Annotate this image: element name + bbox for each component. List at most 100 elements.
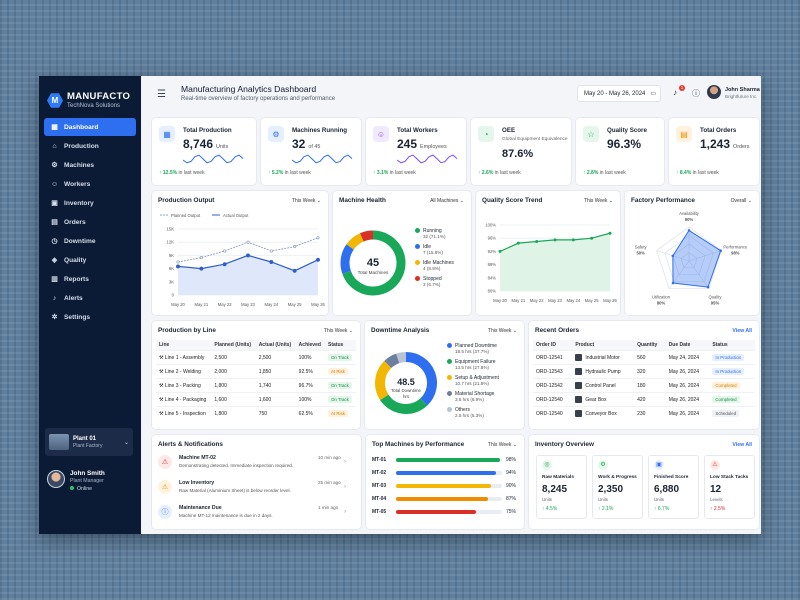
alert-item[interactable]: ⓘ Maintenance Due Machine MT-12 maintenanc… xyxy=(158,504,353,524)
machine-bar-row[interactable]: MT-03 90% xyxy=(372,482,527,492)
sidebar-item-dashboard[interactable]: ▦ Dashboard xyxy=(44,118,136,136)
table-row[interactable]: ORD-12540 Conveyor Box 230 May 26, 2024 Sche… xyxy=(533,406,755,421)
view-all-link[interactable]: View All xyxy=(732,442,752,448)
data-point[interactable] xyxy=(269,249,273,253)
filter-select[interactable]: Overall ⌄ xyxy=(730,198,752,204)
data-point[interactable] xyxy=(222,262,227,267)
machine-health-slice[interactable] xyxy=(360,230,374,242)
kpi-card[interactable]: ▦ Total Production 8,746 Units ↑ 12.5% in la… xyxy=(152,118,256,185)
inventory-tile[interactable]: ⚙ Work & Progress 2,350 Units ↑ 2.1% xyxy=(592,455,643,519)
data-point[interactable] xyxy=(687,229,691,232)
filter-select[interactable]: This Week ⌄ xyxy=(487,328,517,334)
sidebar-item-production[interactable]: ⌂ Production xyxy=(44,137,136,155)
data-point[interactable] xyxy=(498,249,502,253)
sidebar-item-reports[interactable]: ▥ Reports xyxy=(44,270,136,288)
data-point[interactable] xyxy=(316,236,320,240)
machine-health-slice[interactable] xyxy=(346,233,364,250)
kpi-card[interactable]: ☆ Quality Score 96.3% ↑ 2.8% in last week xyxy=(576,118,664,185)
inventory-tile[interactable]: ⚠ Low Stack Tacks 12 Levels ↑ 2.5% xyxy=(704,455,755,519)
machine-bar-row[interactable]: MT-01 98% xyxy=(372,456,527,466)
table-row[interactable]: ⚒ Line 4 - Packaging 1,600 1,600 100% On Tra… xyxy=(156,392,356,407)
data-point[interactable] xyxy=(223,249,227,253)
data-point[interactable] xyxy=(719,249,722,253)
column-header[interactable]: Status xyxy=(709,340,755,351)
data-point[interactable] xyxy=(608,231,612,235)
downtime-slice[interactable] xyxy=(375,360,392,401)
data-point[interactable] xyxy=(292,268,297,273)
downtime-slice[interactable] xyxy=(405,352,437,406)
column-header[interactable]: Achieved xyxy=(295,340,325,351)
filter-select[interactable]: All Machines ⌄ xyxy=(430,198,464,204)
data-point[interactable] xyxy=(671,254,675,258)
column-header[interactable]: Line xyxy=(156,340,212,351)
data-point[interactable] xyxy=(269,260,274,264)
table-row[interactable]: ORD-12541 Industrial Motor 560 May 24, 2024… xyxy=(533,350,755,365)
kpi-card[interactable]: ◔ OEE Global Equipment Equivalence 87.6% ↑ 2… xyxy=(471,118,571,185)
alert-item[interactable]: ⚠ Machine MT-02 Demonstrating detected. Im… xyxy=(158,454,353,474)
kpi-card[interactable]: ⚙ Machines Running 32 of 45 ↑ 5.2% in last w… xyxy=(261,118,361,185)
downtime-slice[interactable] xyxy=(380,394,428,414)
data-point[interactable] xyxy=(246,240,250,244)
column-header[interactable]: Product xyxy=(572,340,635,351)
table-row[interactable]: ORD-12540 Gear Box 420 May 26, 2024 Complete… xyxy=(533,392,755,407)
data-point[interactable] xyxy=(516,241,520,245)
menu-icon[interactable]: ☰ xyxy=(157,89,166,100)
header-avatar[interactable] xyxy=(707,85,721,99)
sidebar-item-downtime[interactable]: ◷ Downtime xyxy=(44,232,136,250)
data-point[interactable] xyxy=(293,245,297,249)
data-point[interactable] xyxy=(246,253,250,258)
table-row[interactable]: ORD-12542 Control Panel 180 May 26, 2024 Com… xyxy=(533,378,755,393)
table-row[interactable]: ⚒ Line 2 - Welding 2,000 1,850 92.5% At Risk xyxy=(156,364,356,379)
data-point[interactable] xyxy=(590,236,594,240)
chevron-right-icon[interactable]: › xyxy=(344,509,346,515)
column-header[interactable]: Planned (Units) xyxy=(211,340,256,351)
help-icon[interactable]: ⓘ xyxy=(692,89,700,98)
sidebar-user[interactable]: John Smith Plant Manager Online xyxy=(47,470,105,493)
machine-bar-row[interactable]: MT-05 75% xyxy=(372,508,527,518)
table-row[interactable]: ⚒ Line 1 - Assembly 2,500 2,500 100% On Trac… xyxy=(156,350,356,365)
downtime-slice[interactable] xyxy=(396,352,407,364)
column-header[interactable]: Quantity xyxy=(634,340,666,351)
data-point[interactable] xyxy=(671,281,675,285)
downtime-slice[interactable] xyxy=(384,353,400,369)
data-point[interactable] xyxy=(553,238,557,242)
table-row[interactable]: ⚒ Line 5 - Inspection 1,800 750 62.5% At Ris… xyxy=(156,406,356,421)
date-range-picker[interactable]: May 20 - May 26, 2024 ▭ xyxy=(577,85,661,102)
sidebar-item-orders[interactable]: ▤ Orders xyxy=(44,213,136,231)
filter-select[interactable]: This Week ⌄ xyxy=(487,442,517,448)
filter-select[interactable]: This Week ⌄ xyxy=(583,198,613,204)
machine-health-slice[interactable] xyxy=(342,230,406,296)
table-row[interactable]: ORD-12543 Hydraulic Pump 320 May 26, 2024 In… xyxy=(533,364,755,379)
brand[interactable]: M MANUFACTO TechNova Solutions xyxy=(39,76,141,116)
filter-select[interactable]: This Week ⌄ xyxy=(323,328,353,334)
machine-bar-row[interactable]: MT-02 94% xyxy=(372,469,527,479)
data-point[interactable] xyxy=(535,240,539,243)
data-point[interactable] xyxy=(176,260,180,264)
sidebar-item-inventory[interactable]: ▣ Inventory xyxy=(44,194,136,212)
data-point[interactable] xyxy=(316,257,320,262)
data-point[interactable] xyxy=(176,264,180,269)
alert-item[interactable]: ⚠ Low Inventory Raw Material (Aluminium Sh… xyxy=(158,479,353,499)
chevron-right-icon[interactable]: › xyxy=(344,484,346,490)
data-point[interactable] xyxy=(199,256,203,260)
data-point[interactable] xyxy=(571,238,575,242)
sidebar-item-machines[interactable]: ⚙ Machines xyxy=(44,156,136,174)
inventory-tile[interactable]: ▣ Finished Score 6,880 Units ↑ 6.7% xyxy=(648,455,699,519)
data-point[interactable] xyxy=(199,266,204,271)
column-header[interactable]: Actual (Units) xyxy=(255,340,296,351)
sidebar-item-alerts[interactable]: ♪ Alerts xyxy=(44,289,136,307)
column-header[interactable]: Due Date xyxy=(665,340,710,351)
column-header[interactable]: Order ID xyxy=(533,340,573,351)
chevron-right-icon[interactable]: › xyxy=(344,459,346,465)
machine-bar-row[interactable]: MT-04 87% xyxy=(372,495,527,505)
data-point[interactable] xyxy=(706,285,710,289)
plant-selector[interactable]: Plant 01 Plant Factory ⌄ xyxy=(45,428,133,456)
inventory-tile[interactable]: ◎ Raw Materials 8,245 Units ↑ 4.5% xyxy=(536,455,587,519)
sidebar-item-settings[interactable]: ✲ Settings xyxy=(44,308,136,326)
kpi-card[interactable]: ▤ Total Orders 1,243 Orders ↑ 8.4% in last w… xyxy=(669,118,759,185)
table-row[interactable]: ⚒ Line 3 - Packing 1,800 1,740 96.7% On Trac… xyxy=(156,378,356,393)
sidebar-item-workers[interactable]: ☺ Workers xyxy=(44,175,136,193)
sidebar-item-quality[interactable]: ◈ Quality xyxy=(44,251,136,269)
kpi-card[interactable]: ☺ Total Workers 245 Employees ↑ 3.1% in last… xyxy=(366,118,466,185)
column-header[interactable]: Status xyxy=(325,340,356,351)
